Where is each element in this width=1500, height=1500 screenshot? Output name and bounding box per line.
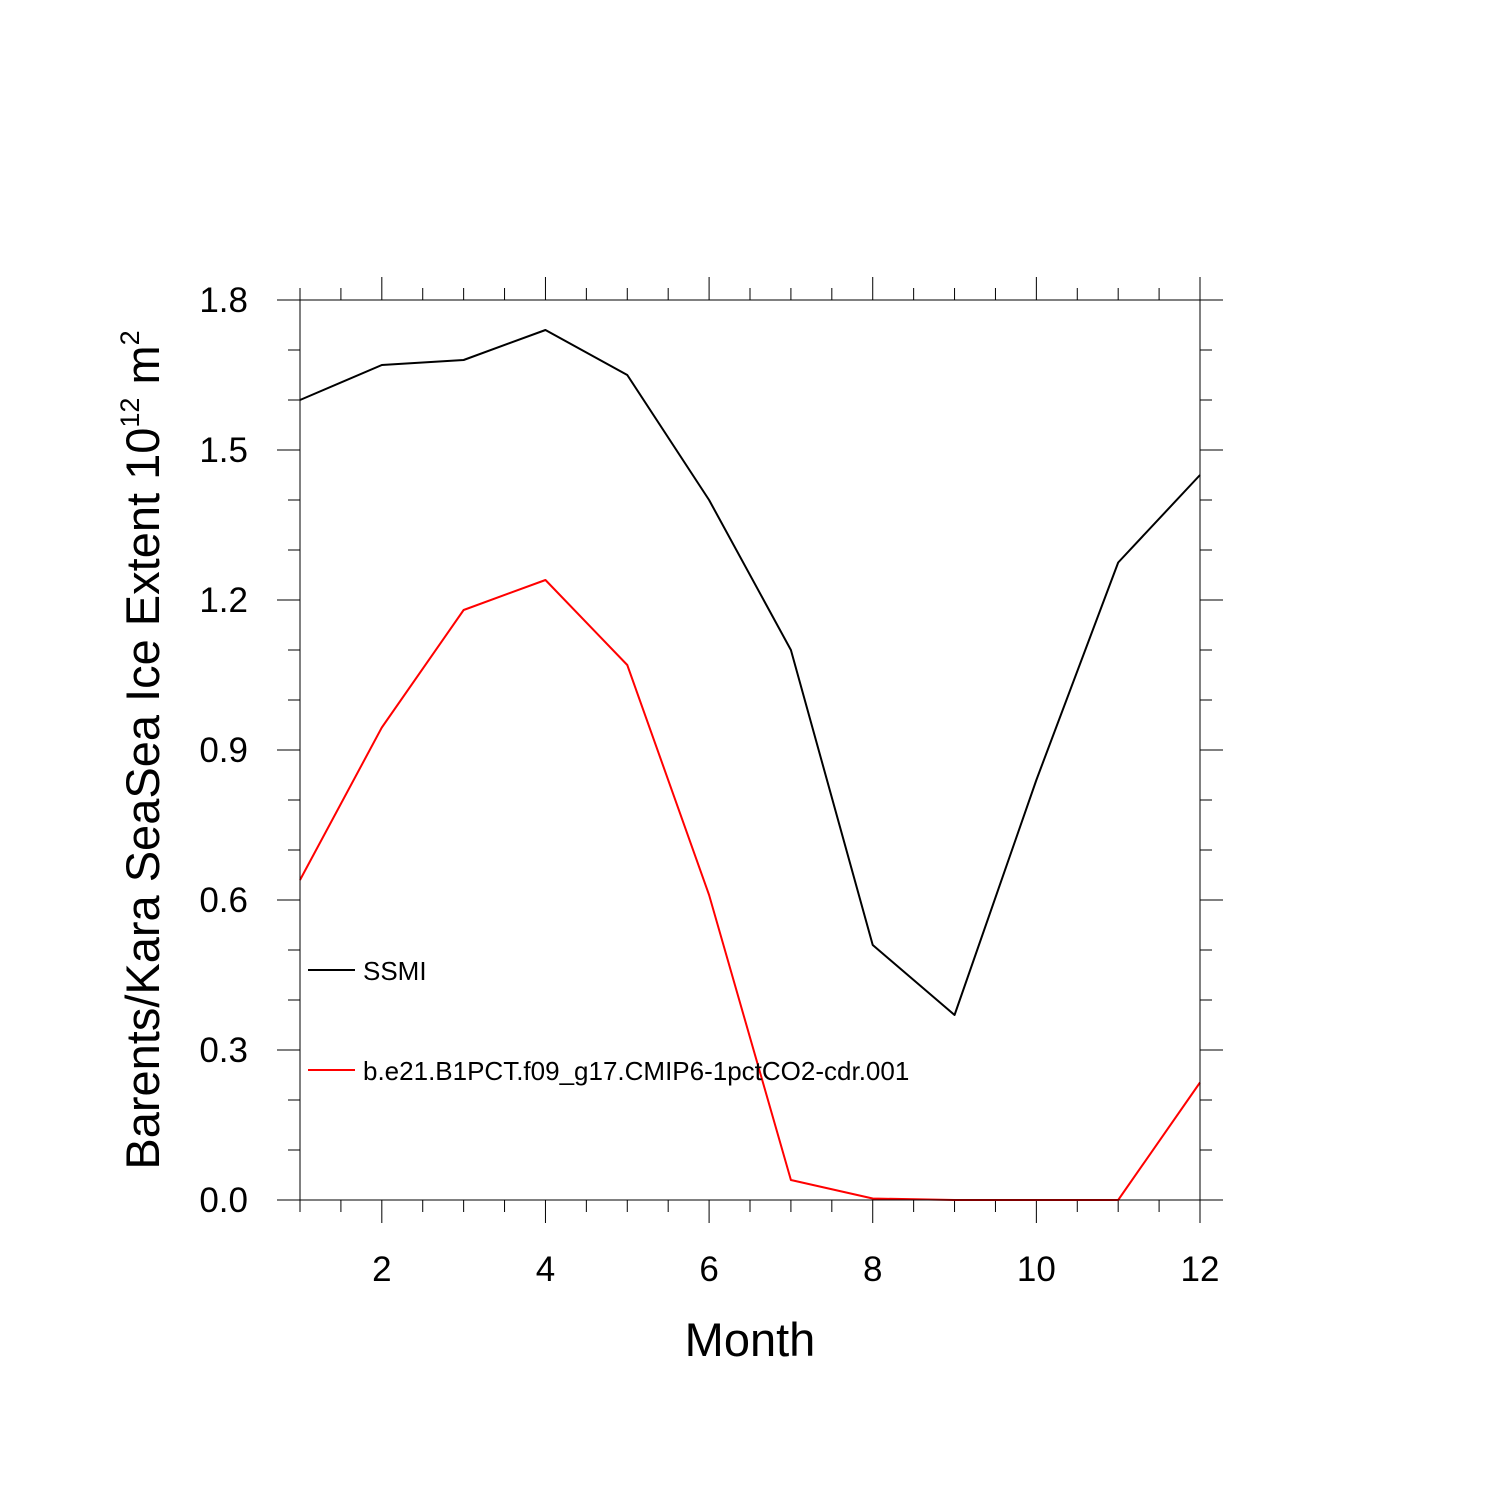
y-tick-label: 1.5	[199, 431, 248, 470]
series-line-ssmi	[299, 329, 1201, 1016]
plot-frame	[299, 299, 1201, 1201]
x-tick-labels: 2 4 6 8 10 12	[372, 1250, 1219, 1289]
x-tick-label: 10	[1017, 1250, 1056, 1289]
x-tick-label: 4	[536, 1250, 555, 1289]
x-tick-label: 12	[1181, 1250, 1220, 1289]
y-tick-label: 1.2	[199, 581, 248, 620]
legend-label-model: b.e21.B1PCT.f09_g17.CMIP6-1pctCO2-cdr.00…	[363, 1056, 909, 1086]
y-tick-labels: 0.0 0.3 0.6 0.9 1.2 1.5 1.8	[199, 281, 248, 1220]
x-axis-title: Month	[685, 1313, 816, 1366]
major-ticks	[277, 277, 1223, 1223]
y-tick-label: 0.0	[199, 1181, 248, 1220]
y-tick-label: 0.9	[199, 731, 248, 770]
y-axis-title-unit-exponent: 2	[115, 330, 145, 345]
y-axis-title-main: Barents/Kara SeaSea Ice Extent 10	[116, 428, 169, 1170]
y-tick-label: 0.3	[199, 1031, 248, 1070]
minor-ticks	[288, 288, 1212, 1212]
x-tick-label: 8	[863, 1250, 882, 1289]
y-tick-label: 1.8	[199, 281, 248, 320]
y-tick-label: 0.6	[199, 881, 248, 920]
x-tick-label: 6	[699, 1250, 718, 1289]
x-tick-label: 2	[372, 1250, 391, 1289]
legend: SSMI b.e21.B1PCT.f09_g17.CMIP6-1pctCO2-c…	[308, 956, 909, 1086]
y-axis-title: Barents/Kara SeaSea Ice Extent 1012 m2	[115, 330, 169, 1169]
y-axis-title-unit: m	[116, 345, 169, 397]
y-axis-title-exponent: 12	[115, 398, 145, 428]
legend-label-ssmi: SSMI	[363, 956, 427, 986]
series-line-model	[299, 579, 1201, 1201]
